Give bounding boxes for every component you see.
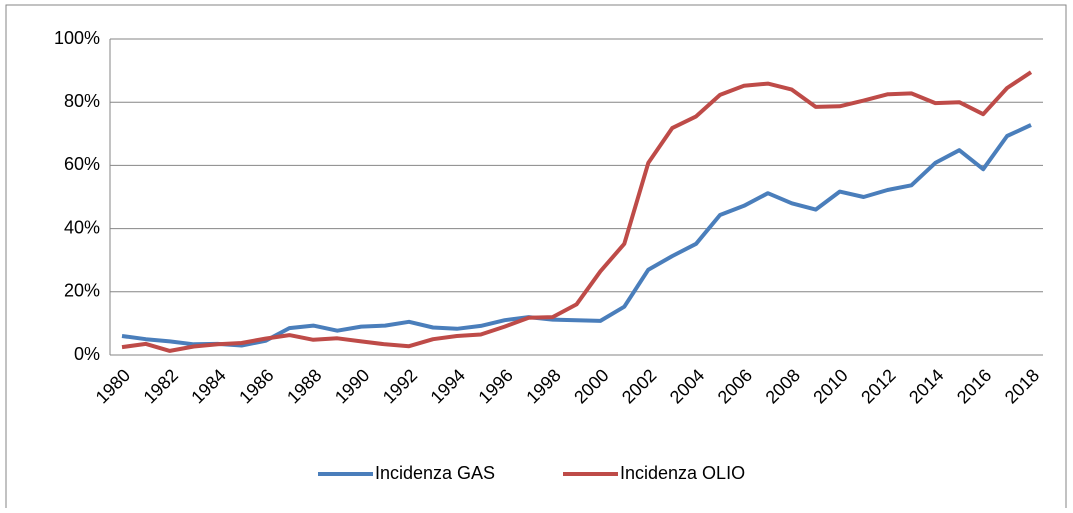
legend-label: Incidenza OLIO (620, 463, 745, 483)
x-tick-label: 2010 (809, 365, 851, 407)
x-tick-label: 2016 (953, 365, 995, 407)
x-tick-label: 2014 (905, 365, 947, 407)
x-tick-label: 2006 (714, 365, 756, 407)
x-tick-label: 1980 (92, 365, 134, 407)
x-tick-label: 2000 (570, 365, 612, 407)
y-tick-label: 0% (74, 344, 100, 364)
x-tick-label: 1996 (474, 365, 516, 407)
x-tick-label: 1982 (140, 365, 182, 407)
x-tick-label: 2012 (857, 365, 899, 407)
x-tick-label: 1998 (522, 365, 564, 407)
y-tick-label: 40% (64, 217, 100, 237)
y-tick-label: 20% (64, 281, 100, 301)
x-tick-label: 2002 (618, 365, 660, 407)
x-tick-label: 1990 (331, 365, 373, 407)
x-tick-label: 1992 (379, 365, 421, 407)
x-tick-label: 1994 (427, 365, 469, 407)
legend-label: Incidenza GAS (375, 463, 495, 483)
x-tick-label: 1986 (235, 365, 277, 407)
chart-border (5, 4, 1067, 513)
y-tick-label: 100% (54, 28, 100, 48)
x-tick-label: 1984 (187, 365, 229, 407)
x-tick-label: 2004 (666, 365, 708, 407)
x-tick-label: 2008 (762, 365, 804, 407)
y-tick-label: 80% (64, 91, 100, 111)
data-line (121, 70, 1033, 353)
data-line (121, 123, 1032, 348)
x-tick-label: 2018 (1001, 365, 1043, 407)
y-tick-label: 60% (64, 154, 100, 174)
x-tick-label: 1988 (283, 365, 325, 407)
